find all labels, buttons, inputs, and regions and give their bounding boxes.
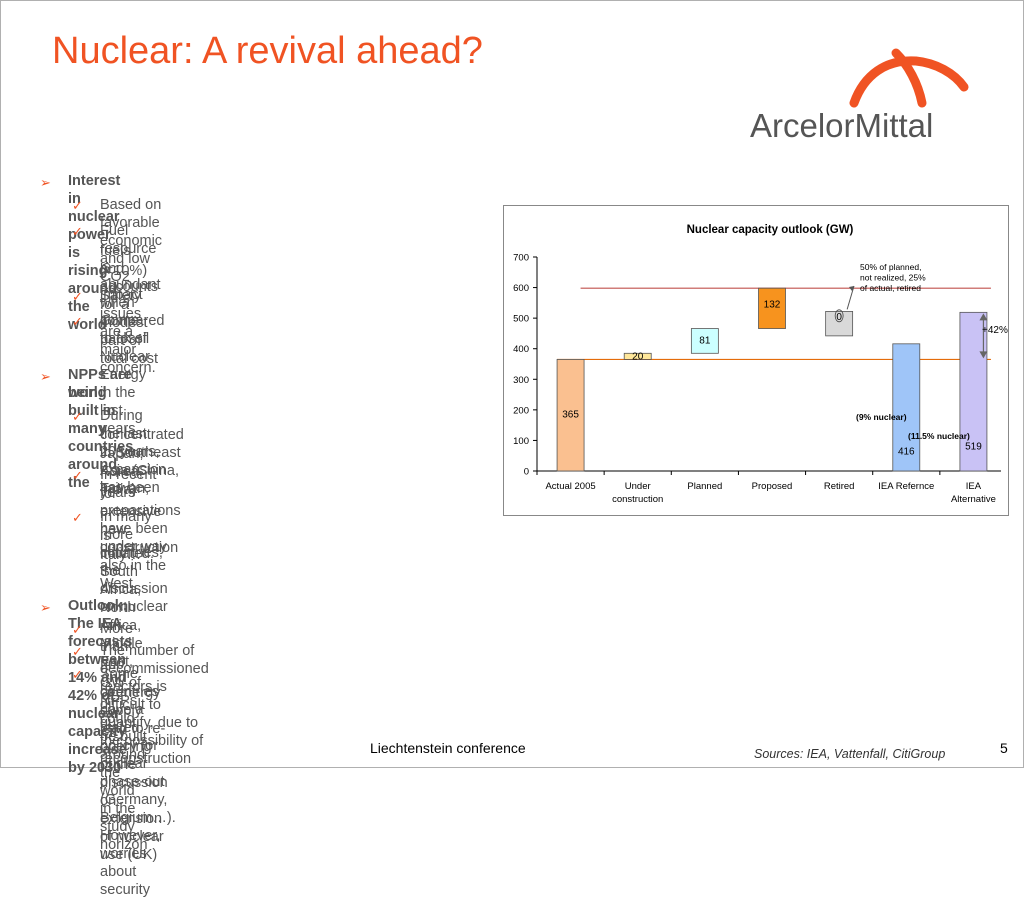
y-tick-label: 300	[513, 375, 529, 386]
x-tick-label: IEA	[966, 481, 982, 492]
list-item-continuation: is initiated: South Africa, North Africa…	[100, 528, 155, 670]
check-icon: ✓	[72, 510, 83, 525]
annotation-increase: +42%	[982, 325, 1008, 336]
x-tick-label: Actual 2005	[545, 481, 595, 492]
annotation-arrowhead	[849, 286, 854, 291]
footer-conference: Liechtenstein conference	[370, 740, 526, 756]
y-tick-label: 500	[513, 314, 529, 325]
list-item: The number of decommissioned reactors is…	[100, 643, 209, 767]
x-tick-label: Retired	[824, 481, 855, 492]
list-item: During the last 20 years, expansion has …	[100, 408, 167, 496]
data-label: 132	[764, 300, 781, 311]
list-item-continuation: concentrated in Southeast Asia (China, T…	[100, 427, 184, 497]
y-tick-label: 600	[513, 283, 529, 294]
list-item: Come back of Nuclear Energy in the last …	[100, 313, 150, 437]
bar	[690, 328, 719, 354]
annotation-retired-note: of actual, retired	[860, 283, 921, 293]
annotation-ref-share: (9% nuclear)	[856, 412, 907, 422]
check-icon: ✓	[72, 667, 83, 682]
x-tick-label: construction	[612, 494, 663, 505]
check-icon: ✓	[72, 314, 83, 329]
data-label: 20	[632, 351, 644, 362]
y-tick-label: 700	[513, 253, 529, 264]
list-item: Safety issues are a major concern.	[100, 288, 156, 376]
y-tick-label: 400	[513, 344, 529, 355]
arcelormittal-logo: ArcelorMittal	[746, 45, 976, 145]
arrow-bullet-icon: ➢	[40, 369, 51, 384]
arrow-bullet-icon: ➢	[40, 600, 51, 615]
list-item-continuation: Italy…	[100, 547, 142, 563]
annotation-alt-share: (11.5% nuclear)	[908, 431, 970, 441]
check-icon: ✓	[72, 468, 83, 483]
data-label: 519	[965, 442, 982, 453]
x-tick-label: Under	[625, 481, 651, 492]
y-tick-label: 0	[524, 467, 529, 478]
check-icon: ✓	[72, 224, 83, 239]
list-item-continuation: Japan, Korea, India)	[100, 446, 144, 498]
arcelormittal-logo-icon	[849, 48, 969, 108]
page-number: 5	[1000, 740, 1008, 756]
increase-arrowhead-down	[979, 351, 988, 359]
x-tick-label: IEA Refernce	[878, 481, 934, 492]
chart-title: Nuclear capacity outlook (GW)	[687, 224, 854, 236]
check-icon: ✓	[72, 409, 83, 424]
bar	[959, 311, 988, 472]
check-icon: ✓	[72, 622, 83, 637]
bar	[758, 287, 786, 329]
data-label: 0	[836, 312, 842, 323]
data-label: 81	[699, 336, 711, 347]
x-tick-label: Planned	[687, 481, 722, 492]
increase-arrowhead-up	[979, 313, 988, 321]
section-heading-continuation: world	[68, 385, 107, 401]
check-icon: ✓	[72, 198, 83, 213]
section-heading: NPPs are being built in many countries a…	[68, 367, 134, 491]
annotation-retired-note: 50% of planned,	[860, 262, 921, 272]
annotation-arrow-line	[846, 285, 855, 310]
list-item-continuation: (<10%)	[100, 263, 148, 279]
logo-text: ArcelorMittal	[750, 107, 934, 144]
check-icon: ✓	[72, 644, 83, 659]
data-label: 416	[898, 447, 915, 458]
section-heading: Interest in nuclear power is rising arou…	[68, 173, 121, 333]
list-item: Fuel resource is abundant when compared …	[100, 223, 165, 347]
bar	[892, 343, 921, 472]
slide-title: Nuclear: A revival ahead?	[52, 30, 483, 72]
annotation-retired-note: not realized, 25%	[860, 273, 926, 283]
x-tick-label: Alternative	[951, 494, 996, 505]
list-item: Based on favorable economic and low CO2 …	[100, 197, 163, 303]
bar	[825, 311, 854, 337]
check-icon: ✓	[72, 289, 83, 304]
list-item-continuation: of energy supply lead to re-opening of t…	[100, 685, 168, 863]
nuclear-capacity-chart: Nuclear capacity outlook (GW) 0100200300…	[513, 224, 1008, 505]
bar	[556, 359, 585, 472]
list-item: In many more countries, the discussion o…	[100, 509, 168, 615]
bar	[623, 352, 652, 360]
y-tick-label: 100	[513, 436, 529, 447]
list-item: In recent years preparations have been u…	[100, 467, 181, 555]
data-label: 365	[562, 409, 579, 420]
list-item-continuation: for extensive new construction also in t…	[100, 486, 179, 592]
chart-panel: Nuclear capacity outlook (GW) 0 100 200 300…	[503, 205, 1009, 516]
footer-sources: Sources: IEA, Vattenfall, CitiGroup	[754, 747, 946, 761]
y-tick-label: 200	[513, 405, 529, 416]
arrow-bullet-icon: ➢	[40, 175, 51, 190]
retired-marker	[834, 309, 844, 323]
x-tick-label: Proposed	[752, 481, 793, 492]
list-item-continuation: fuels and accounts for a modest part of …	[100, 243, 159, 367]
